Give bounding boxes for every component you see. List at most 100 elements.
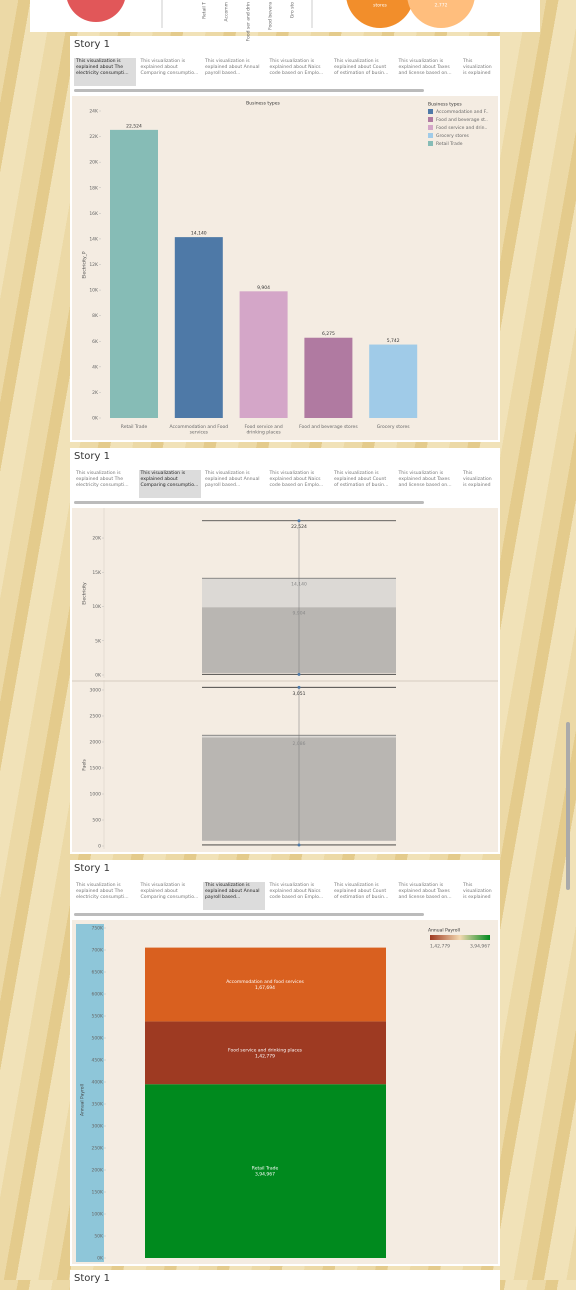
story-title: Story 1: [74, 863, 110, 874]
y-axis-label: Electricity: [82, 582, 88, 605]
y-tick-label: 6K: [92, 339, 99, 345]
story-tab[interactable]: This visualization is explained about Ta…: [398, 471, 452, 488]
story-tab[interactable]: This visualization is explained: [463, 471, 492, 488]
bar: [369, 344, 418, 418]
legend-title: Annual Payroll: [428, 928, 460, 934]
story-tab[interactable]: This visualization is explained about Co…: [138, 470, 201, 498]
y-tick-label: 14K: [89, 236, 99, 242]
axis-label-fragment: Food ser and drin: [246, 2, 252, 41]
story-tab[interactable]: This visualization is explained about Ta…: [398, 59, 452, 76]
axis-label-fragment: Gro sto: [290, 2, 296, 19]
stacked-segment: [145, 1021, 386, 1085]
story-tab[interactable]: This visualization is explained about Co…: [140, 59, 199, 76]
value-label: 14,140: [291, 582, 307, 588]
x-tick-label: Food and beverage stores: [299, 424, 358, 430]
x-tick-label: Accommodation and Food services: [170, 424, 229, 436]
tab-scrollbar[interactable]: [74, 913, 424, 916]
story-tab[interactable]: This visualization is explained about Th…: [76, 883, 129, 900]
legend-swatch: [428, 109, 433, 114]
legend-title: Business types: [428, 102, 462, 108]
segment-label: Accommodation and food services: [226, 979, 304, 985]
y-tick-label: 2000: [90, 739, 102, 745]
x-tick-label: Grocery stores: [377, 424, 411, 430]
bar: [239, 291, 288, 418]
y-tick-label: 0K: [95, 673, 102, 679]
y-axis-label: Electricity_P: [82, 251, 88, 279]
y-tick-label: 18K: [89, 185, 99, 191]
y-tick-label: 4K: [92, 364, 99, 370]
bubble-label: 2,772: [435, 3, 448, 9]
x-tick-label: Retail Trade: [121, 424, 148, 430]
y-tick-label: 350K: [91, 1102, 104, 1108]
segment-label: Retail Trade: [252, 1166, 279, 1172]
story-tab[interactable]: This visualization is explained about Na…: [269, 883, 324, 900]
y-tick-label: 200K: [91, 1168, 104, 1174]
story-tab[interactable]: This visualization is explained about An…: [205, 59, 260, 76]
story-tab[interactable]: This visualization is explained: [463, 883, 492, 900]
value-label: 22,524: [126, 123, 142, 129]
story-title: Story 1: [74, 1273, 110, 1284]
y-tick-label: 15K: [92, 570, 102, 576]
story-tab[interactable]: This visualization is explained about An…: [203, 882, 265, 910]
story-tab[interactable]: This visualization is explained about Na…: [269, 59, 324, 76]
legend-ramp: [430, 935, 490, 940]
y-tick-label: 20K: [89, 160, 99, 166]
y-tick-label: 750K: [91, 926, 104, 932]
y-tick-label: 100K: [91, 1212, 104, 1218]
y-tick-label: 600K: [91, 992, 104, 998]
y-tick-label: 8K: [92, 313, 99, 319]
legend-swatch: [428, 125, 433, 130]
y-tick-label: 400K: [91, 1080, 104, 1086]
y-tick-label: 16K: [89, 211, 99, 217]
y-tick-label: 250K: [91, 1146, 104, 1152]
y-tick-label: 3000: [90, 687, 102, 693]
story-tab[interactable]: This visualization is explained about Ta…: [398, 883, 452, 900]
story-tab[interactable]: This visualization is explained about Co…: [334, 471, 389, 488]
legend-min: 1,42,779: [430, 944, 450, 950]
story-tab[interactable]: This visualization is explained about Co…: [140, 883, 199, 900]
y-tick-label: 2500: [90, 713, 102, 719]
axis-label-fragment: Food bevera: [268, 2, 274, 30]
whisker-dot: [297, 519, 301, 523]
story-tab[interactable]: This visualization is explained: [463, 59, 492, 76]
y-tick-label: 700K: [91, 948, 104, 954]
y-tick-label: 10K: [92, 604, 102, 610]
y-axis-label: Fuels: [82, 759, 88, 771]
tab-scrollbar[interactable]: [74, 89, 424, 92]
segment-value: 1,67,694: [255, 985, 275, 991]
y-tick-label: 22K: [89, 134, 99, 140]
story-tab[interactable]: This visualization is explained about An…: [205, 471, 260, 488]
stacked-segment: [145, 947, 386, 1022]
story-tab[interactable]: This visualization is explained about Th…: [76, 471, 129, 488]
y-tick-label: 20K: [92, 536, 102, 542]
value-label: 3,051: [293, 691, 306, 697]
pie-fragment: [67, 0, 125, 22]
legend-label: Retail Trade: [436, 141, 463, 147]
story-title: Story 1: [74, 39, 110, 50]
value-label: 6,275: [322, 331, 335, 337]
y-tick-label: 0K: [97, 1256, 104, 1262]
legend-max: 3,94,967: [470, 944, 490, 950]
tab-scrollbar[interactable]: [74, 501, 424, 504]
story-tab[interactable]: This visualization is explained about Co…: [334, 883, 389, 900]
story-tab[interactable]: This visualization is explained about Th…: [74, 58, 136, 86]
whisker-dot: [297, 843, 301, 847]
legend-swatch: [428, 141, 433, 146]
segment-label: Food service and drinking places: [228, 1047, 303, 1053]
y-tick-label: 24K: [89, 109, 99, 115]
y-tick-label: 500K: [91, 1036, 104, 1042]
y-tick-label: 550K: [91, 1014, 104, 1020]
story-tab[interactable]: This visualization is explained about Co…: [334, 59, 389, 76]
segment-value: 3,94,967: [255, 1172, 275, 1178]
story-tab[interactable]: This visualization is explained about Na…: [269, 471, 324, 488]
bar: [304, 337, 353, 418]
bar: [110, 129, 158, 418]
legend-label: Accommodation and F..: [436, 109, 489, 115]
y-tick-label: 12K: [89, 262, 99, 268]
axis-band: [76, 924, 104, 1262]
page-scrollbar[interactable]: [566, 722, 570, 890]
chart-title: Business types: [246, 101, 280, 107]
y-axis-label: Annual Payroll: [80, 1084, 86, 1116]
